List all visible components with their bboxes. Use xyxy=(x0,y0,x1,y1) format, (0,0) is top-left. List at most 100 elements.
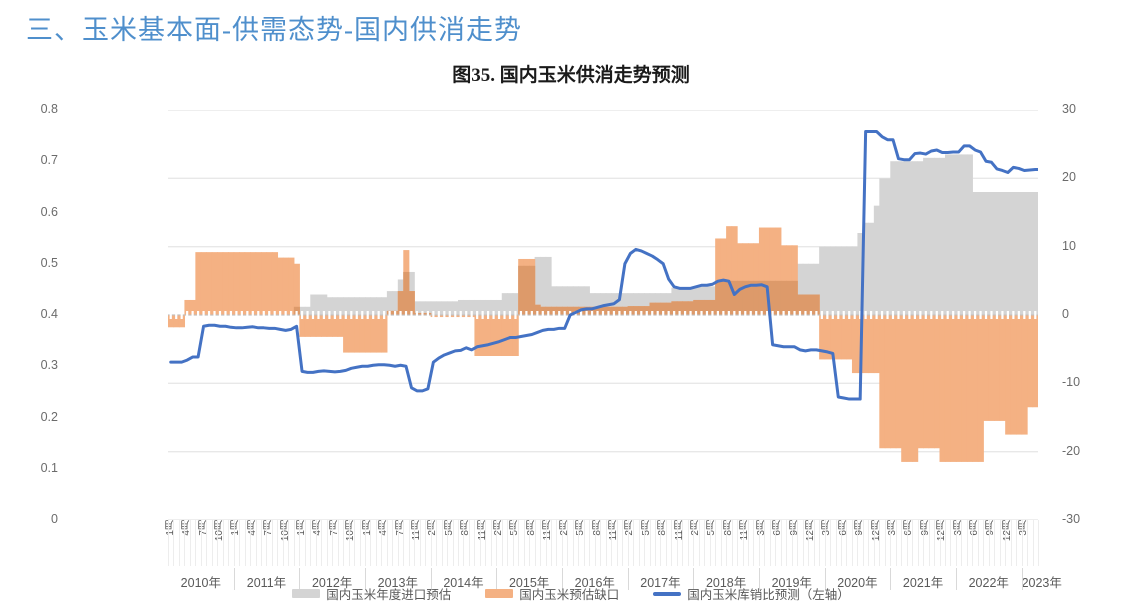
plot-area xyxy=(168,110,1038,520)
x-tick-gridline xyxy=(458,520,459,566)
x-tick-gridline xyxy=(906,520,908,566)
x-tick-gridline xyxy=(277,520,279,566)
x-tick-gridline xyxy=(288,520,290,566)
x-tick-gridline xyxy=(561,520,563,566)
legend-label: 国内玉米年度进口预估 xyxy=(326,588,452,602)
x-axis-year-label: 2014年 xyxy=(443,576,484,590)
x-tick-gridline xyxy=(178,520,180,566)
x-axis-year-label: 2019年 xyxy=(771,576,812,590)
x-tick-gridline xyxy=(994,520,996,566)
x-axis-year-label: 2021年 xyxy=(902,576,944,590)
y-tick-left: 0.4 xyxy=(40,307,58,321)
x-tick-gridline xyxy=(868,520,870,566)
x-tick-gridline xyxy=(239,520,241,566)
x-tick-gridline xyxy=(441,520,443,566)
x-tick-gridline xyxy=(709,520,711,566)
x-tick-gridline xyxy=(950,520,952,566)
y-tick-left: 0.8 xyxy=(40,102,58,116)
x-tick-gridline xyxy=(463,520,465,566)
x-axis-year-label: 2016年 xyxy=(574,576,615,590)
x-tick-gridline xyxy=(928,520,930,566)
x-tick-gridline xyxy=(332,520,334,566)
x-tick-gridline xyxy=(228,520,230,566)
x-tick-gridline xyxy=(518,520,520,566)
x-tick-gridline xyxy=(408,520,410,566)
x-tick-gridline xyxy=(447,520,449,566)
x-tick-gridline xyxy=(665,520,667,566)
x-axis-group-separator xyxy=(430,568,432,590)
x-axis-group-separator xyxy=(561,568,563,590)
x-tick-gridline xyxy=(901,520,903,566)
x-tick-gridline xyxy=(715,520,717,566)
x-tick-gridline xyxy=(255,520,257,566)
y-tick-right: 10 xyxy=(1062,238,1076,253)
y-tick-left: 0.5 xyxy=(40,255,58,270)
x-tick-gridline xyxy=(200,520,202,566)
x-tick-gridline xyxy=(999,520,1001,566)
x-tick-gridline xyxy=(846,520,848,566)
x-axis-group-separator xyxy=(1021,568,1023,590)
x-tick-gridline xyxy=(282,520,284,566)
x-tick-gridline xyxy=(731,520,733,566)
x-tick-gridline xyxy=(375,520,377,566)
x-tick-gridline xyxy=(556,520,558,566)
legend-label: 国内玉米库销比预测（左轴） xyxy=(687,588,850,602)
x-axis-year-label: 2015年 xyxy=(508,576,550,590)
x-tick-gridline xyxy=(638,520,640,566)
x-tick-gridline xyxy=(616,520,618,566)
x-tick-gridline xyxy=(293,520,295,566)
x-axis-year-label: 2013年 xyxy=(377,576,418,590)
x-tick-gridline xyxy=(600,520,602,566)
x-tick-gridline xyxy=(452,520,454,566)
x-tick-gridline xyxy=(764,520,766,566)
x-tick-gridline xyxy=(851,520,853,566)
legend-stock-sales-ratio[interactable]: 国内玉米库销比预测（左轴） xyxy=(653,584,850,603)
x-tick-gridline xyxy=(545,520,547,566)
x-axis-group-separator xyxy=(496,568,498,590)
x-tick-gridline xyxy=(955,520,957,566)
x-tick-gridline xyxy=(704,520,706,566)
legend-gap-estimate[interactable]: 国内玉米预估缺口 xyxy=(485,584,619,603)
chart-container: 0.8 0.7 0.6 0.5 0.4 0.3 0.2 0.1 0 30 20 10 0 -10 -20 -… xyxy=(0,95,1142,535)
x-tick-gridline xyxy=(944,520,946,566)
x-tick-gridline xyxy=(551,520,553,566)
y-tick-left: 0.2 xyxy=(40,409,58,424)
x-tick-gridline xyxy=(802,520,804,566)
x-tick-gridline xyxy=(419,520,421,566)
legend-import-estimate[interactable]: 国内玉米年度进口预估 xyxy=(292,584,451,603)
x-tick-gridline xyxy=(310,520,312,566)
y-tick-left: 0.6 xyxy=(40,204,58,219)
x-tick-gridline xyxy=(644,520,646,566)
x-tick-gridline xyxy=(972,520,974,566)
x-tick-gridline xyxy=(983,520,985,566)
x-tick-gridline xyxy=(271,520,273,566)
y-tick-right: -10 xyxy=(1062,375,1081,390)
x-tick-gridline xyxy=(195,520,197,566)
x-tick-gridline xyxy=(742,520,744,566)
x-tick-gridline xyxy=(572,520,574,566)
x-axis-year-label: 2022年 xyxy=(968,576,1009,590)
legend-color-swatch xyxy=(292,589,321,598)
x-tick-gridline xyxy=(780,520,782,566)
x-tick-gridline xyxy=(217,520,219,566)
x-tick-gridline xyxy=(354,520,356,566)
y-tick-left: 0.7 xyxy=(40,153,58,168)
x-tick-gridline xyxy=(425,520,427,566)
y-tick-right: -30 xyxy=(1062,512,1081,526)
y-tick-left: 0 xyxy=(51,512,58,526)
y-tick-right: -20 xyxy=(1062,443,1081,458)
x-tick-gridline xyxy=(370,520,372,566)
x-tick-gridline xyxy=(769,520,771,566)
x-tick-gridline xyxy=(589,520,591,566)
x-tick-gridline xyxy=(1021,520,1023,566)
x-tick-gridline xyxy=(578,520,580,566)
x-tick-gridline xyxy=(523,520,525,566)
x-tick-gridline xyxy=(884,520,886,566)
x-tick-gridline xyxy=(726,520,728,566)
x-tick-gridline xyxy=(830,520,832,566)
x-tick-gridline xyxy=(474,520,476,566)
x-tick-gridline xyxy=(660,520,662,566)
x-tick-gridline xyxy=(430,520,432,566)
x-tick-gridline xyxy=(337,520,339,566)
x-tick-gridline xyxy=(326,520,328,566)
